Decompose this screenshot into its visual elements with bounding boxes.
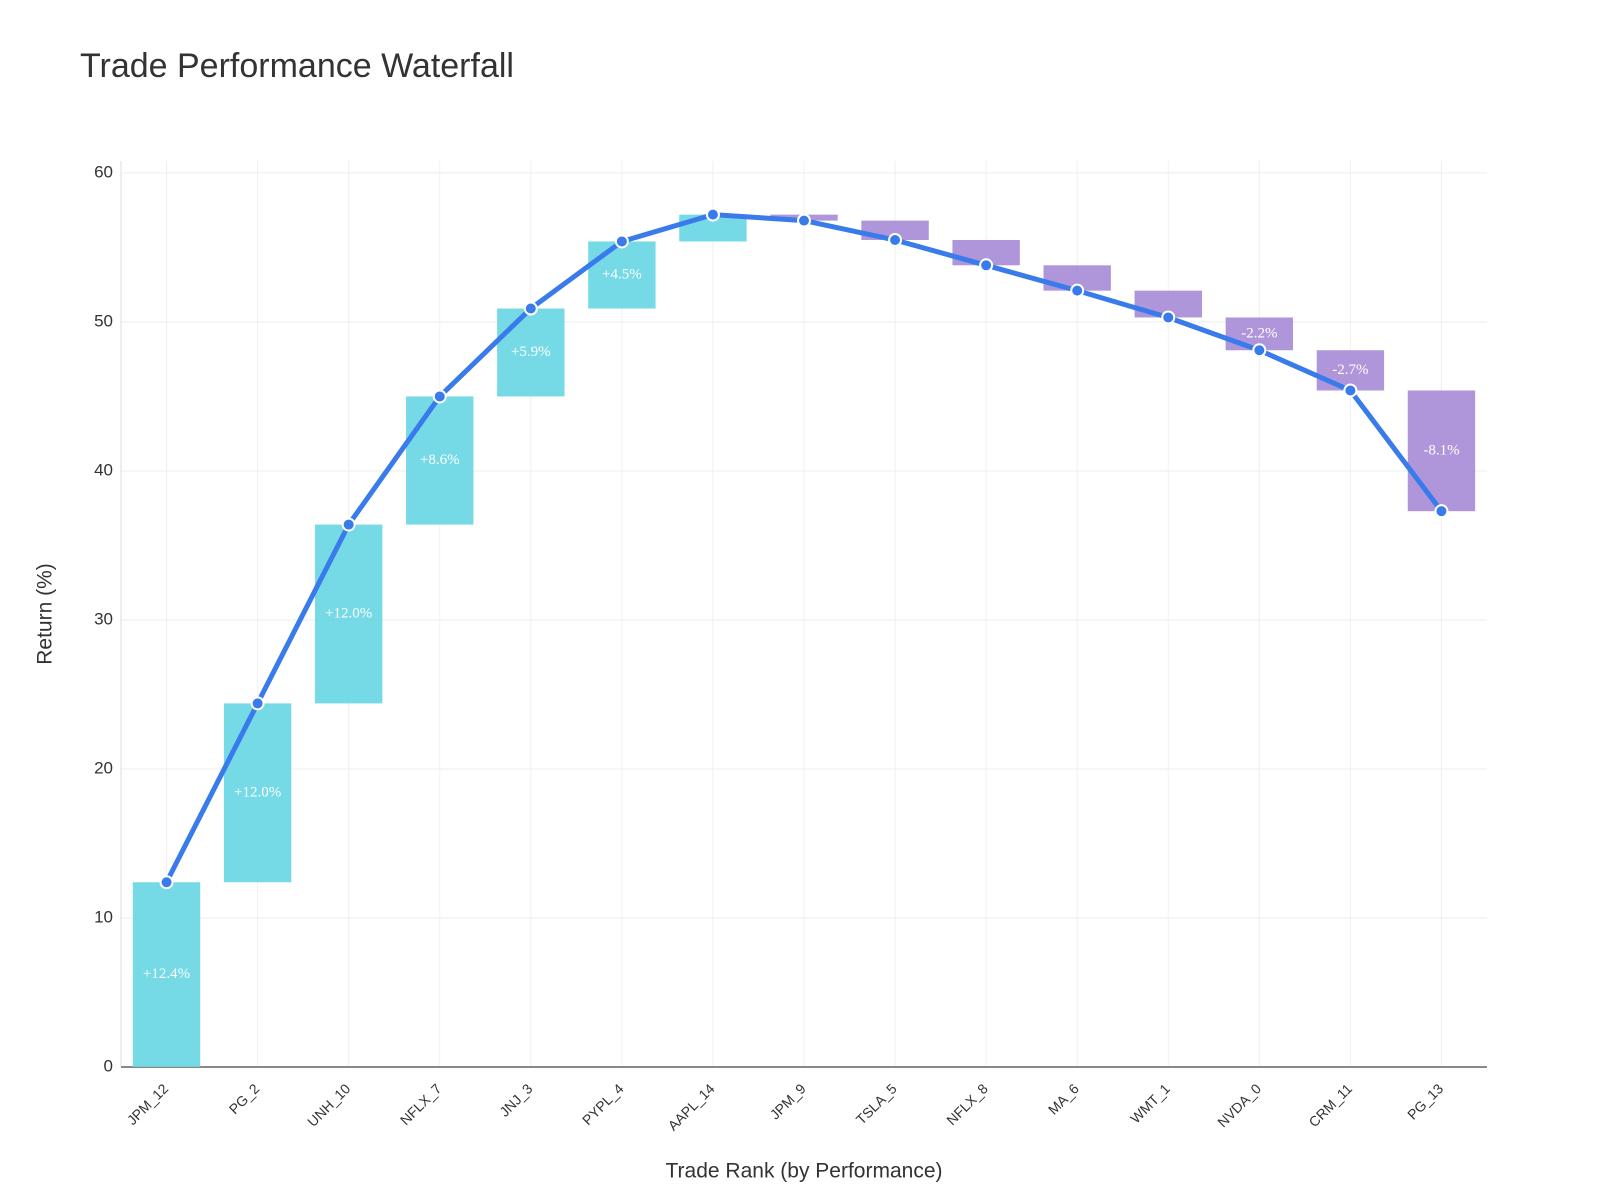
y-tick-label: 60 (94, 162, 113, 181)
x-tick-label: JNJ_3 (496, 1080, 536, 1120)
x-tick-label: NFLX_7 (397, 1080, 445, 1128)
x-tick-label: AAPL_14 (665, 1080, 718, 1133)
cumulative-marker (1161, 310, 1176, 325)
value-label: +8.6% (420, 452, 460, 468)
x-tick-label: PG_2 (226, 1080, 263, 1117)
value-label: -8.1% (1423, 442, 1459, 458)
y-tick-label: 10 (94, 907, 113, 926)
cumulative-marker (614, 234, 629, 249)
x-tick-label: NFLX_8 (943, 1080, 991, 1128)
cumulative-marker (888, 232, 903, 247)
x-tick-label: PG_13 (1404, 1080, 1446, 1122)
value-label: +5.9% (511, 344, 551, 360)
cumulative-marker (1252, 343, 1267, 358)
value-label: +12.0% (234, 784, 281, 800)
x-tick-label: TSLA_5 (853, 1080, 900, 1127)
value-label: +12.0% (325, 605, 372, 621)
cumulative-marker (1343, 383, 1358, 398)
cumulative-marker (705, 207, 720, 222)
x-tick-label: PYPL_4 (579, 1080, 627, 1128)
x-tick-label: MA_6 (1045, 1080, 1082, 1117)
cumulative-marker (797, 213, 811, 228)
y-axis-title: Return (%) (34, 563, 57, 665)
cumulative-marker (159, 875, 174, 890)
value-label: -2.7% (1332, 362, 1368, 378)
x-tick-label: UNH_10 (304, 1080, 353, 1129)
y-tick-label: 20 (94, 758, 113, 777)
bar (132, 882, 201, 1067)
x-tick-label: JPM_9 (767, 1080, 809, 1122)
x-tick-label: JPM_12 (124, 1080, 172, 1128)
y-tick-label: 30 (94, 609, 113, 628)
value-label: +4.5% (602, 266, 642, 282)
bar (223, 703, 292, 883)
x-tick-label: WMT_1 (1127, 1080, 1173, 1126)
x-tick-label: CRM_11 (1305, 1080, 1355, 1130)
cumulative-marker (341, 517, 356, 532)
bar (497, 308, 565, 397)
x-tick-label: NVDA_0 (1214, 1080, 1264, 1130)
cumulative-marker (432, 389, 447, 404)
bar (588, 241, 656, 309)
cumulative-marker (1434, 504, 1449, 519)
x-axis-title: Trade Rank (by Performance) (666, 1160, 943, 1183)
y-tick-label: 0 (104, 1056, 113, 1075)
cumulative-marker (979, 258, 994, 273)
value-label: -2.2% (1241, 325, 1277, 341)
value-label: +12.4% (143, 966, 190, 982)
bar (314, 524, 383, 704)
bar (1407, 390, 1476, 512)
cumulative-marker (1070, 283, 1085, 298)
y-tick-label: 50 (94, 311, 113, 330)
bar (406, 396, 474, 525)
chart-title: Trade Performance Waterfall (80, 47, 514, 85)
y-tick-label: 40 (94, 460, 113, 479)
cumulative-marker (250, 696, 265, 711)
cumulative-marker (523, 301, 538, 316)
